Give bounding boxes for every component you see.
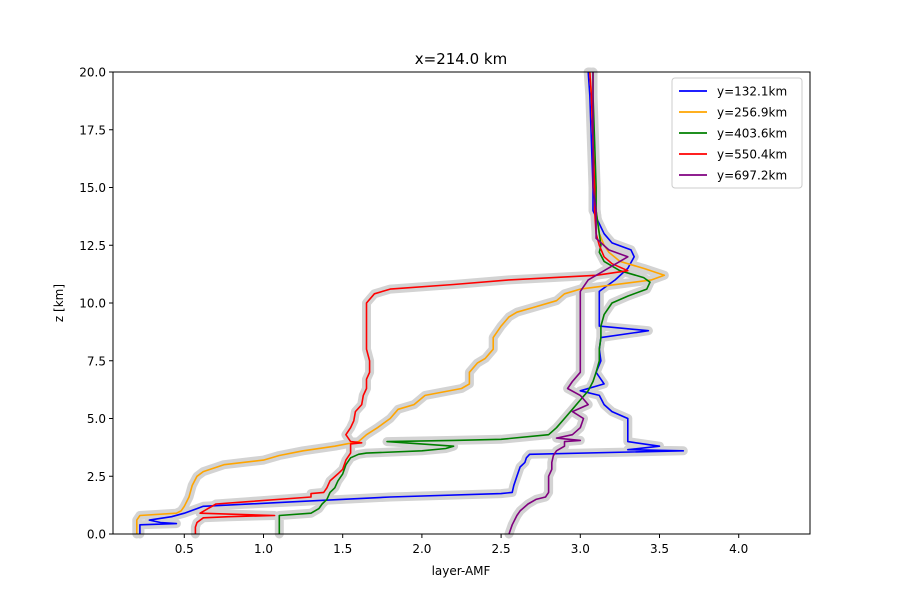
series-line-4 <box>194 71 629 534</box>
series-line-5 <box>508 72 629 535</box>
y-tick-label: 12.5 <box>79 239 106 253</box>
x-axis-label: layer-AMF <box>432 564 491 578</box>
y-tick-label: 17.5 <box>79 123 106 137</box>
legend-label-4: y=550.4km <box>717 148 787 162</box>
legend-items: y=132.1km y=256.9km y=403.6km y=550.4km y=69… <box>679 85 787 183</box>
y-tick-label: 0.0 <box>87 528 106 542</box>
x-tick-label: 3.0 <box>571 542 590 556</box>
legend-label-1: y=132.1km <box>717 85 787 99</box>
legend: y=132.1km y=256.9km y=403.6km y=550.4km y=69… <box>671 77 803 189</box>
legend-label-3: y=403.6km <box>717 127 787 141</box>
x-tick-label: 3.5 <box>650 542 669 556</box>
y-axis-label: z [km] <box>52 284 66 322</box>
x-tick-label: 1.5 <box>333 542 352 556</box>
legend-label-5: y=697.2km <box>717 169 787 183</box>
y-tick-label: 2.5 <box>87 470 106 484</box>
series-line-3 <box>278 72 651 534</box>
series-lines <box>136 71 685 535</box>
x-tick-label: 1.0 <box>254 542 273 556</box>
chart-title: x=214.0 km <box>415 50 507 68</box>
series-line-1 <box>139 71 685 534</box>
uncertainty-band-2 <box>132 67 669 539</box>
series-line-2 <box>136 71 666 534</box>
x-axis-ticks: 0.5 1.0 1.5 2.0 2.5 3.0 3.5 4.0 <box>175 534 748 556</box>
y-tick-label: 10.0 <box>79 297 106 311</box>
legend-label-2: y=256.9km <box>717 106 787 120</box>
x-tick-label: 2.0 <box>412 542 431 556</box>
legend-box <box>671 77 803 189</box>
y-tick-label: 5.0 <box>87 412 106 426</box>
x-tick-label: 0.5 <box>175 542 194 556</box>
y-tick-label: 7.5 <box>87 354 106 368</box>
y-tick-label: 15.0 <box>79 181 106 195</box>
x-tick-label: 4.0 <box>729 542 748 556</box>
y-tick-label: 20.0 <box>79 66 106 80</box>
uncertainty-bands <box>132 67 688 539</box>
y-axis-ticks: 0.0 2.5 5.0 7.5 10.0 12.5 15.0 17.5 20.0 <box>79 66 113 542</box>
x-tick-label: 2.5 <box>492 542 511 556</box>
